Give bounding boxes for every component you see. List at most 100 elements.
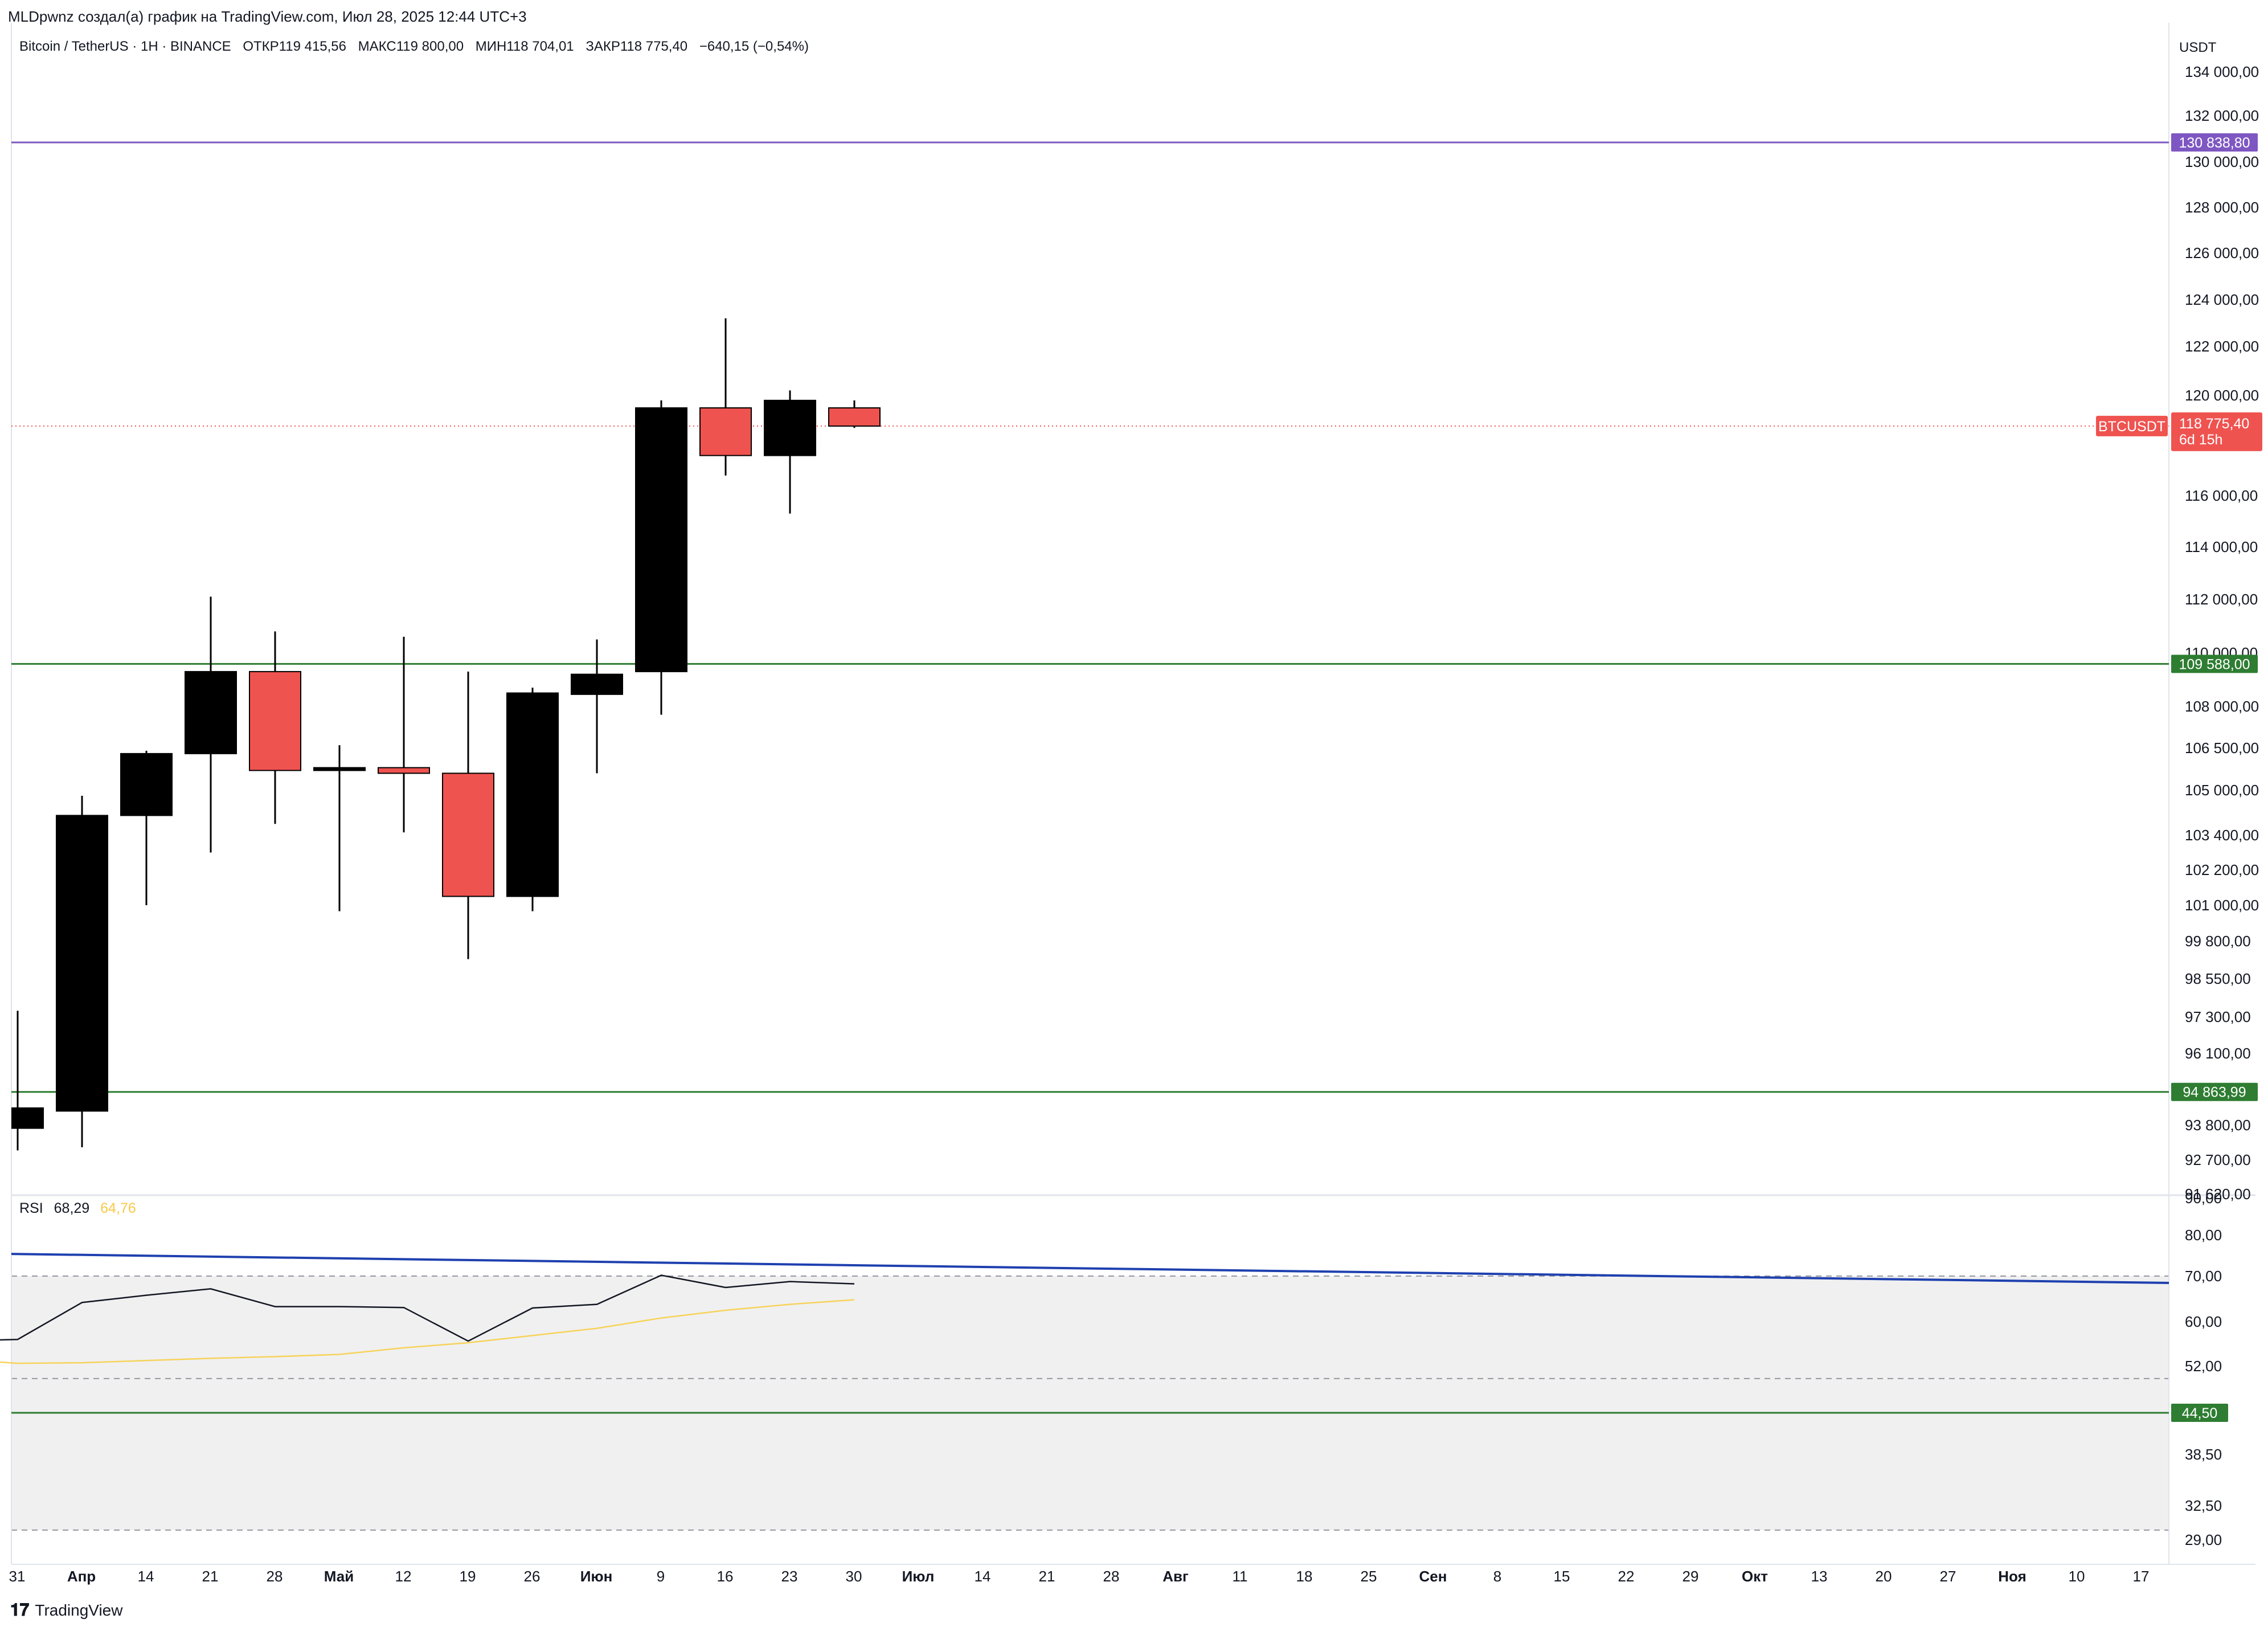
footer-brand: TradingView [35,1601,123,1619]
rsi-line [0,1274,855,1342]
candle-body-4 [185,671,237,754]
price-tick-22: 93 800,00 [2185,1117,2251,1134]
price-tick-17: 101 000,00 [2185,897,2259,914]
date-label-15: 14 [975,1568,991,1585]
level-tag-label-1: 109 588,00 [2179,656,2250,672]
rsi-trendline [11,1253,2169,1284]
rsi-tick-3: 60,00 [2185,1313,2222,1330]
level-tag-2 [2171,1082,2258,1101]
rsi-level-tag [2171,1404,2228,1422]
price-tick-9: 114 000,00 [2185,538,2258,555]
date-label-12: 23 [781,1568,798,1585]
level-tag-label-0: 130 838,80 [2179,135,2250,151]
last-price-symbol-label: BTCUSDT [2098,419,2165,435]
rsi-level-tag-label: 44,50 [2182,1405,2218,1421]
date-label-3: 21 [202,1568,219,1585]
price-tick-15: 103 400,00 [2185,827,2259,844]
rsi-legend: RSI 68,29 64,76 [19,1200,143,1217]
date-label-2: 14 [138,1568,154,1585]
price-tick-23: 92 700,00 [2185,1151,2251,1168]
last-price-tag [2171,412,2262,451]
rsi-tick-4: 52,00 [2185,1358,2222,1375]
symbol-legend: Bitcoin / TetherUS · 1H · BINANCE ОТКР11… [19,39,817,55]
last-price-symbol-tag [2096,415,2168,436]
date-label-9: Июн [580,1568,613,1585]
date-label-26: 29 [1682,1568,1699,1585]
price-tick-1: 132 000,00 [2185,107,2259,124]
price-tick-0: 134 000,00 [2185,63,2259,80]
candle-body-7 [378,767,430,774]
candle-body-11 [635,407,687,672]
tags-layer: 130 838,80 109 588,00 94 863,99 44,50 BTCUSD… [2096,133,2262,1422]
level-tag-0 [2171,133,2258,152]
rsi-tick-2: 70,00 [2185,1268,2222,1285]
price-tick-2: 130 000,00 [2185,153,2259,170]
candles-layer [11,318,881,1151]
date-label-11: 16 [717,1568,734,1585]
date-label-6: 12 [395,1568,412,1585]
date-label-19: 11 [1233,1568,1248,1585]
price-tick-8: 116 000,00 [2185,487,2258,504]
rsi-tick-0: 90,00 [2185,1189,2222,1207]
candle-body-13 [764,399,816,456]
date-label-29: 20 [1876,1568,1892,1585]
date-label-18: Авг [1162,1568,1189,1585]
date-label-10: 9 [657,1568,665,1585]
date-label-5: Май [324,1568,354,1585]
price-tick-20: 97 300,00 [2185,1008,2251,1025]
date-label-20: 18 [1296,1568,1313,1585]
price-tick-12: 108 000,00 [2185,698,2259,715]
candle-body-1 [11,1107,44,1129]
price-tick-3: 128 000,00 [2185,199,2259,216]
candle-body-2 [56,815,108,1112]
currency-label[interactable]: USDT [2179,40,2217,55]
tradingview-logo-icon: 𝟏𝟕 [10,1601,30,1620]
price-tick-18: 99 800,00 [2185,933,2251,950]
date-label-22: Сен [1419,1568,1447,1585]
structure-layer [11,23,2255,1565]
last-price-value-label: 118 775,40 [2179,416,2249,432]
rsi-band [11,1276,2169,1530]
date-label-4: 28 [267,1568,283,1585]
candle-body-3 [120,753,173,816]
footer-logo[interactable]: 𝟏𝟕 TradingView [10,1601,122,1620]
ohlc-change: −640,15 (−0,54%) [699,39,809,54]
date-label-8: 26 [524,1568,541,1585]
rsi-value: 68,29 [54,1200,90,1216]
date-label-17: 28 [1103,1568,1120,1585]
date-label-23: 8 [1493,1568,1501,1585]
rsi-layer [0,1253,2169,1414]
rsi-tick-6: 38,50 [2185,1446,2222,1463]
candle-body-10 [571,673,623,695]
candle-body-6 [313,767,366,771]
price-tick-16: 102 200,00 [2185,861,2259,878]
price-tick-13: 106 500,00 [2185,739,2259,757]
chart-caption: MLDpwnz создал(а) график на TradingView.… [8,8,527,25]
date-label-0: 31 [9,1568,26,1585]
price-tick-21: 96 100,00 [2185,1045,2251,1062]
date-label-21: 25 [1361,1568,1377,1585]
price-tick-14: 105 000,00 [2185,782,2259,799]
price-tick-7: 120 000,00 [2185,387,2259,404]
rsi-tick-8: 29,00 [2185,1531,2222,1548]
date-label-32: 10 [2069,1568,2085,1585]
date-label-24: 15 [1554,1568,1570,1585]
level-tag-label-2: 94 863,99 [2183,1085,2246,1101]
rsi-ma-value: 64,76 [100,1200,136,1216]
date-label-13: 30 [846,1568,862,1585]
price-tick-4: 126 000,00 [2185,244,2259,261]
candle-body-9 [506,692,559,897]
level-tag-1 [2171,655,2258,673]
candle-body-14 [828,407,881,427]
date-label-25: 22 [1618,1568,1635,1585]
last-price-countdown-label: 6d 15h [2179,432,2222,448]
rsi-label[interactable]: RSI [19,1200,43,1216]
rsi-band-layer [11,1276,2169,1531]
price-tick-24: 91 620,00 [2185,1185,2251,1203]
date-label-30: 27 [1940,1568,1956,1585]
symbol-name[interactable]: Bitcoin / TetherUS · 1H · BINANCE [19,39,231,54]
date-label-27: Окт [1742,1568,1768,1585]
price-tick-6: 122 000,00 [2185,338,2259,355]
candle-body-12 [699,407,752,456]
